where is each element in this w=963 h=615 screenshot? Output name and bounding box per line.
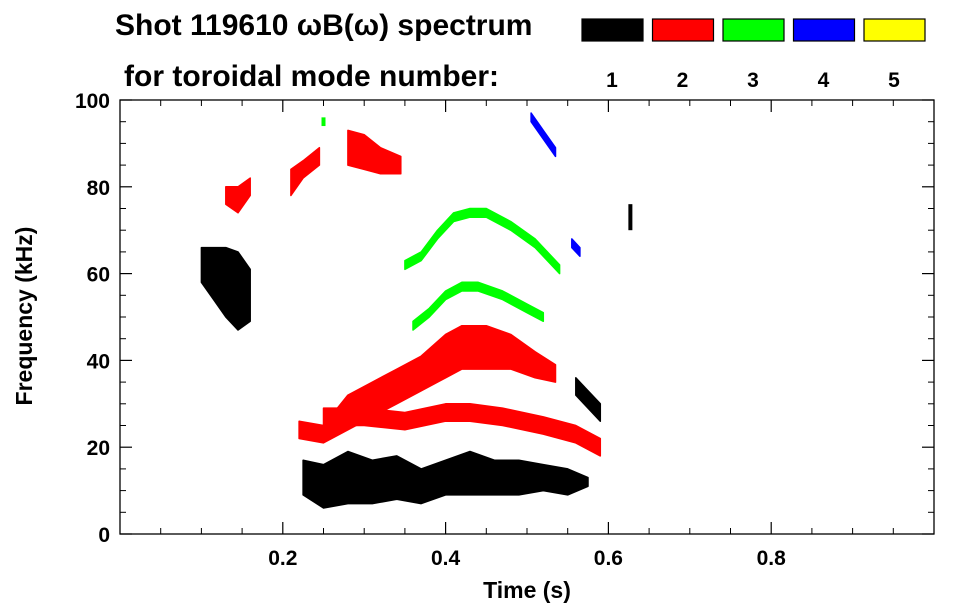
- series-mark-n-2-27-khz: [322, 403, 602, 457]
- legend-swatch-mode-1: [581, 18, 644, 42]
- y-tick-label: 40: [87, 350, 110, 373]
- spectrum-data: [200, 112, 633, 509]
- x-tick-label: 0.4: [431, 547, 461, 570]
- y-tick-label: 60: [87, 264, 110, 287]
- series-mark-n-2-85-khz: [347, 129, 402, 175]
- series-mark-n-1-chirp: [628, 204, 633, 231]
- series-mark-n-4-sparse: [571, 238, 581, 257]
- series-mark-n-4-descending: [530, 112, 557, 158]
- legend-swatch-mode-5: [863, 18, 926, 42]
- y-axis-label: Frequency (kHz): [11, 227, 37, 406]
- axes-ticks: 0.2 0.4 0.6 0.8 0 20 40 60 80 100: [75, 90, 934, 570]
- series-mark-n-2-early: [225, 177, 251, 214]
- series-mark-n-2-upper: [290, 146, 321, 197]
- x-tick-label: 0.8: [757, 547, 787, 570]
- x-axis-label: Time (s): [483, 577, 571, 603]
- y-tick-label: 80: [87, 177, 110, 200]
- mode-number-legend: 1 2 3 4 5: [581, 18, 926, 92]
- legend-swatch-mode-3: [722, 18, 785, 42]
- y-tick-label: 20: [87, 437, 110, 460]
- series-mark-n-2-rising-40-khz: [298, 324, 557, 444]
- series-mark-n-3-75-khz: [404, 207, 561, 275]
- series-mark-n-3-top: [321, 117, 326, 127]
- x-tick-label: 0.6: [594, 547, 623, 570]
- series-mark-n-1-early-burst: [200, 246, 251, 331]
- legend-label-mode-1: 1: [606, 69, 618, 92]
- legend-swatch-mode-2: [651, 18, 715, 42]
- legend-label-mode-3: 3: [747, 69, 759, 92]
- legend-label-mode-2: 2: [677, 69, 689, 92]
- chart-title-line2: for toroidal mode number:: [124, 60, 499, 93]
- x-tick-label: 0.2: [268, 547, 297, 570]
- series-mark-n-3-58-khz: [412, 281, 545, 331]
- series-mark-n-1-low-frequency-band: [302, 450, 589, 509]
- legend-swatch-mode-4: [792, 18, 856, 42]
- legend-label-mode-5: 5: [888, 69, 900, 92]
- chart-title-line1: Shot 119610 ωB(ω) spectrum: [115, 9, 532, 42]
- series-mark-n-1-late: [575, 377, 602, 422]
- y-tick-label: 0: [98, 524, 110, 547]
- legend-label-mode-4: 4: [818, 69, 830, 92]
- y-tick-label: 100: [75, 90, 110, 113]
